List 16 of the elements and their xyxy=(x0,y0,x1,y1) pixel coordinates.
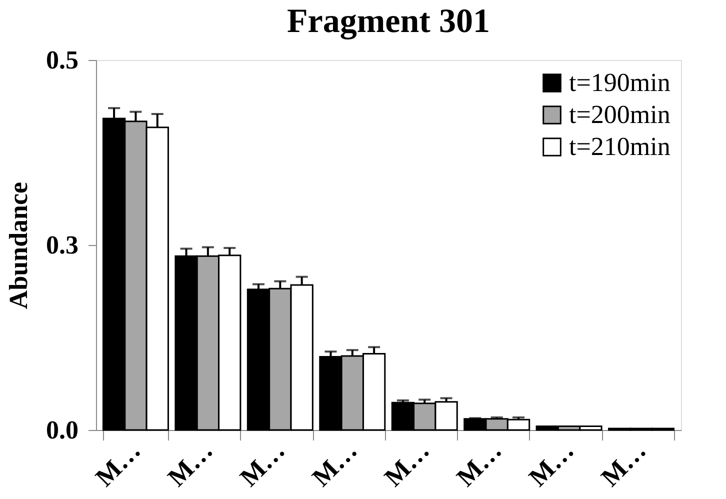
y-axis-title: Abundance xyxy=(4,182,33,310)
y-tick-label: 0.0 xyxy=(46,416,78,444)
x-tick-label: M… xyxy=(378,436,436,492)
legend-label: t=210min xyxy=(569,132,670,161)
y-tick-label: 0.3 xyxy=(46,230,78,260)
legend-label: t=200min xyxy=(569,100,670,129)
x-tick-label: M… xyxy=(306,436,363,492)
x-tick-label: M… xyxy=(450,436,508,492)
x-tick-label: M… xyxy=(90,436,146,492)
legend-label: t=190min xyxy=(569,68,670,97)
x-tick-label: M… xyxy=(523,436,580,492)
x-tick-label: M… xyxy=(162,436,218,492)
y-tick-label: 0.5 xyxy=(46,46,78,74)
x-tick-label: M… xyxy=(234,436,291,492)
x-tick-label: M… xyxy=(595,436,652,492)
chart-title: Fragment 301 xyxy=(286,3,490,40)
